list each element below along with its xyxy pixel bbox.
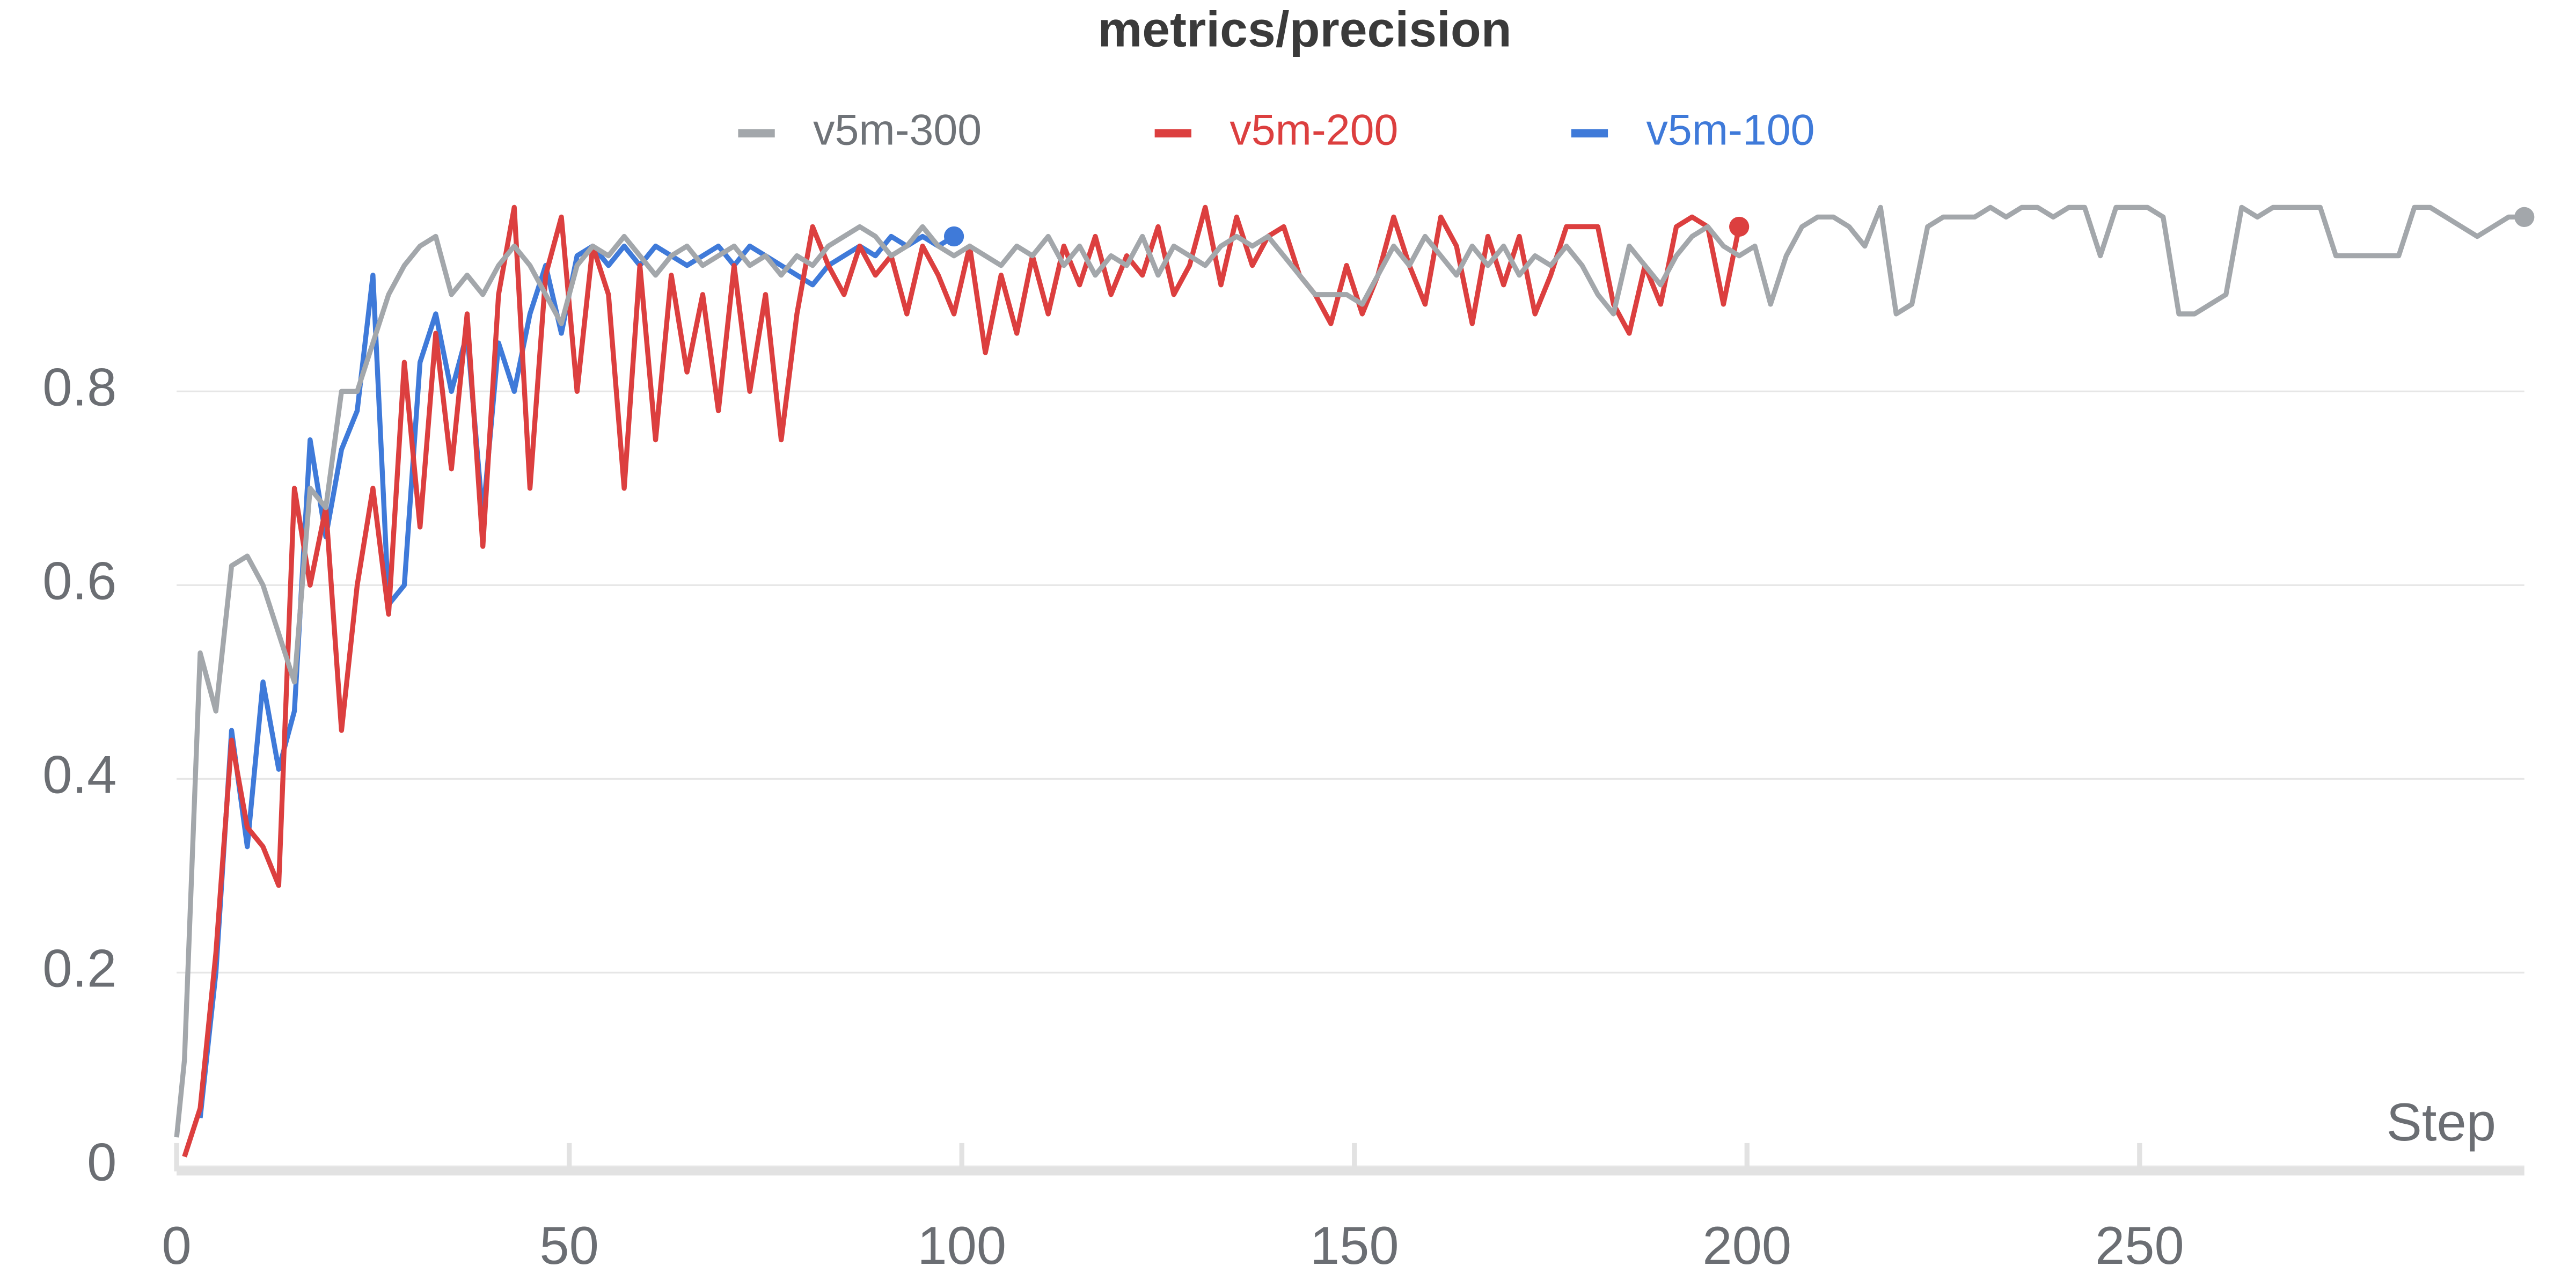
x-tick-label: 150 [1310,1216,1399,1276]
y-tick-label: 0.8 [42,358,116,418]
x-tick-label: 50 [539,1216,599,1276]
chart-title: metrics/precision [1097,2,1511,57]
x-tick-label: 0 [162,1216,191,1276]
y-tick-label: 0.2 [42,939,116,999]
series-end-point [943,226,964,247]
series-end-point [1729,216,1750,237]
legend-label: v5m-200 [1230,106,1398,155]
y-tick-label: 0.6 [42,552,116,611]
legend-label: v5m-300 [813,106,982,155]
series-line [182,204,1742,1158]
series-end-point [2514,207,2535,228]
legend-label: v5m-100 [1646,106,1815,155]
x-tick-label: 250 [2095,1216,2184,1276]
y-tick-label: 0 [87,1133,116,1192]
series-line [174,204,2524,1138]
x-tick-label: 100 [917,1216,1006,1276]
y-tick-label: 0.4 [42,745,116,805]
x-axis-label: Step [2387,1093,2496,1152]
x-tick-label: 200 [1702,1216,1791,1276]
